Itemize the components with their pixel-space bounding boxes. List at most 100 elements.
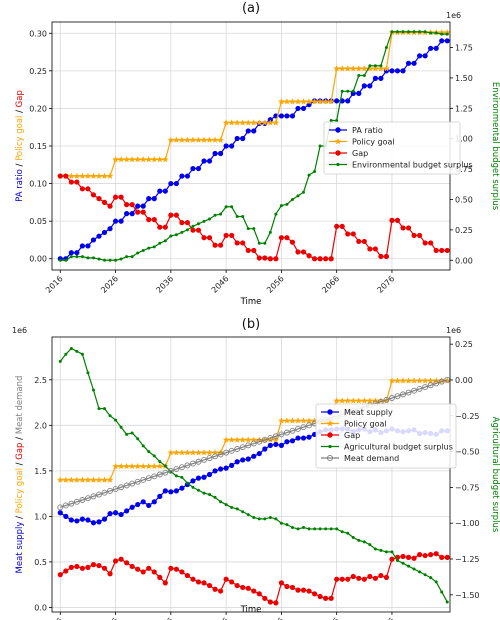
series-gap [57,551,450,606]
data-point [261,436,268,443]
data-point [184,449,191,456]
y-tick-label: 1.0 [34,512,47,521]
data-point [184,572,191,579]
legend-label: PA ratio [352,126,383,135]
data-point [422,384,429,391]
data-point [184,220,191,226]
data-point [74,179,80,185]
data-point [307,527,311,531]
y2-tick-label: 0.75 [455,165,473,174]
data-point [300,587,307,593]
data-point [75,255,79,259]
data-point [118,511,124,518]
data-point [323,595,329,601]
data-point [101,516,108,522]
data-point [400,225,406,231]
data-point [84,476,92,483]
series-environmental-budget-surplus [58,30,449,262]
y2-axis-label: Environmental budget surplus [490,82,500,211]
data-point [395,30,399,34]
data-point [112,510,119,516]
data-point [427,377,434,384]
legend-box [315,403,457,469]
data-point [233,436,241,443]
data-point [85,186,91,192]
data-point [96,562,102,569]
data-point [361,83,367,89]
data-point [106,172,114,179]
data-point [151,473,158,480]
legend-label: Meat supply [344,408,393,417]
data-point [190,460,196,467]
data-point [201,158,207,164]
data-point [152,454,156,458]
data-point [185,481,189,485]
data-point [147,246,151,250]
data-point [300,249,307,255]
data-point [384,550,388,554]
data-point [112,486,119,493]
data-point [383,574,390,580]
y-axis-label-part: Meat demand [15,376,25,435]
data-point [362,73,366,77]
y-axis-label-part: Gap [15,443,25,460]
data-point [91,256,95,260]
x-tick-label: 2036 [155,274,176,295]
data-point [129,563,135,570]
data-point [245,119,252,126]
data-point [278,417,285,424]
data-point [129,211,135,217]
panel-title: (a) [242,1,260,16]
data-point [68,179,74,185]
data-point [101,199,108,205]
data-point [401,561,405,565]
data-point [416,385,423,392]
data-point [179,220,185,226]
data-point [257,241,261,245]
data-point [141,444,145,448]
data-point [283,417,291,424]
data-point [97,257,101,261]
data-point [262,255,268,261]
data-point [433,247,439,254]
y2-tick-label: 1.50 [455,74,473,83]
data-point [162,488,168,494]
data-point [400,553,406,560]
data-point [69,346,73,350]
legend-item: Meat demand [321,454,399,463]
data-point [123,462,130,470]
data-point [158,460,162,464]
data-point [378,572,384,579]
y-tick-label: 0.15 [29,142,47,151]
data-point [195,449,202,456]
panel-title: (b) [242,317,260,332]
data-point [389,68,395,74]
data-point [107,203,113,209]
data-point [85,564,91,570]
data-point [416,232,423,239]
data-point [124,202,130,208]
x-tick-label: 2036 [155,616,176,620]
data-point [285,202,289,206]
legend-marker [334,138,342,145]
data-point [80,255,84,259]
data-point [140,499,146,505]
data-point [302,190,306,194]
data-point [418,570,422,574]
data-point [418,30,422,34]
data-point [157,493,163,499]
y-axis-label: Meat supply / Policy goal / Gap / Meat d… [15,376,25,574]
data-point [311,591,318,597]
data-point [340,89,344,93]
data-point [428,45,434,51]
data-point [345,576,351,582]
data-point [162,224,168,230]
data-point [162,156,169,163]
data-point [90,192,97,198]
data-point [212,586,218,592]
data-point [306,422,312,429]
data-point [338,397,346,404]
y2-tick-label: 0.00 [455,376,473,385]
data-point [356,90,362,96]
data-point [422,552,428,559]
